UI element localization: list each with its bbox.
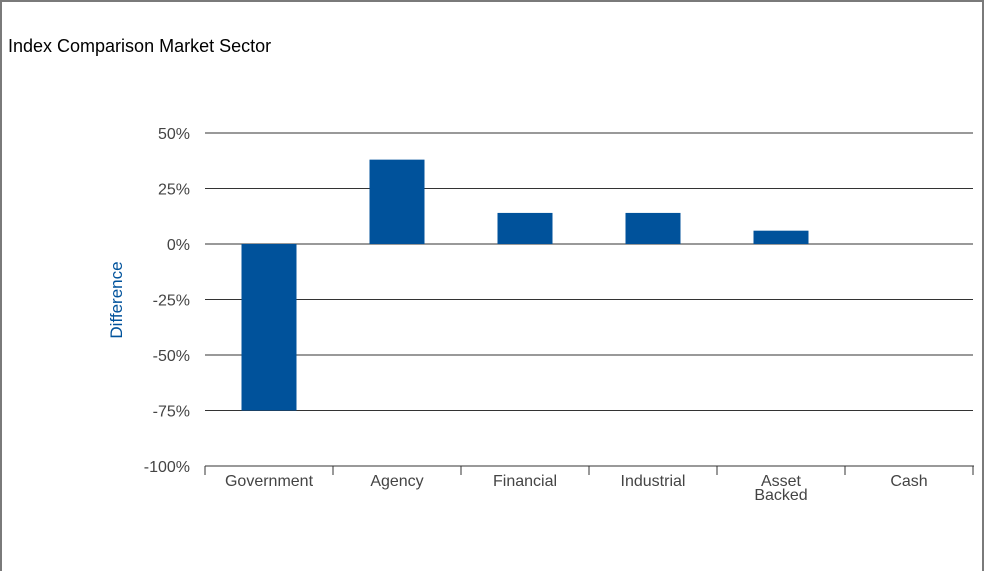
x-axis [204, 465, 974, 475]
x-category-label: Cash [890, 473, 927, 490]
x-category-label: Agency [370, 473, 423, 490]
bar-government [241, 244, 297, 411]
y-tick-label: 0% [167, 237, 190, 254]
x-category-label: Industrial [621, 473, 686, 490]
chart-title: Index Comparison Market Sector [8, 36, 272, 56]
y-axis-title: Difference [107, 261, 126, 338]
x-category-label: Asset Backed [754, 473, 807, 504]
x-category-label: Financial [493, 473, 557, 490]
y-tick-label: -25% [153, 293, 190, 310]
gridlines [205, 132, 973, 411]
y-tick-label: -100% [144, 459, 190, 476]
bars [241, 159, 809, 411]
bar-agency [369, 159, 425, 244]
y-tick-label: 50% [158, 126, 190, 143]
y-tick-label: 25% [158, 182, 190, 199]
bar-industrial [625, 212, 681, 244]
axis-labels: 50% 25% 0% -25% -50% -75% -100% Government Agenc… [107, 126, 928, 504]
y-tick-label: -50% [153, 348, 190, 365]
bar-asset-backed [753, 230, 809, 244]
y-tick-label: -75% [153, 404, 190, 421]
x-category-label: Government [225, 473, 314, 490]
bar-financial [497, 212, 553, 244]
